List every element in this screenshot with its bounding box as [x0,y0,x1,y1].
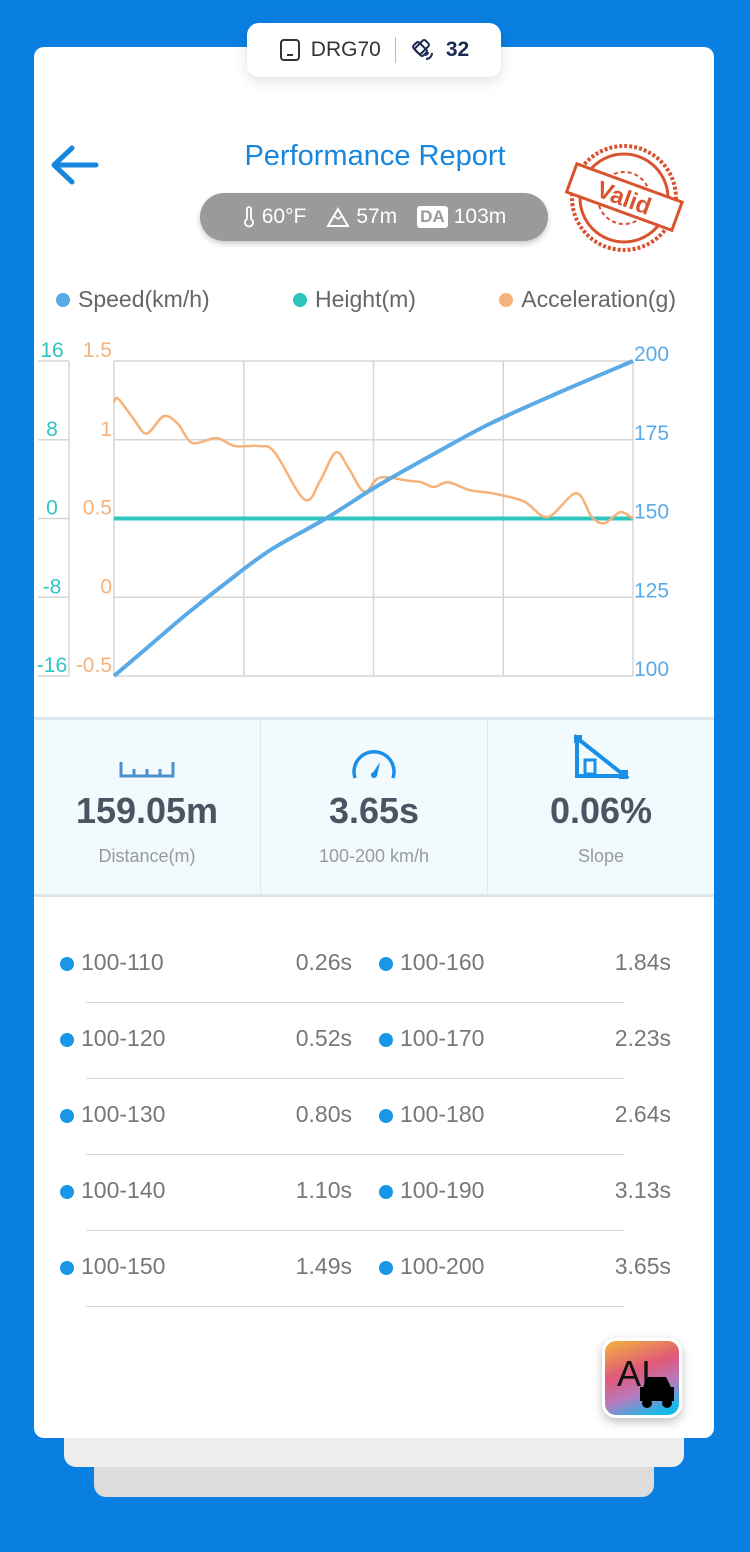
split-row: 100-110 0.26s 100-160 1.84s [0,941,750,981]
split-range: 100-110 [81,949,164,975]
mountain-icon [326,207,351,227]
series-acceleration-g-line [112,396,634,525]
split-range: 100-200 [400,1253,485,1279]
valid-stamp: Valid [564,144,685,252]
phone-icon [279,39,300,61]
split-range: 100-120 [81,1025,166,1051]
stat-slope: 0.06% Slope [488,720,714,894]
height-tick-label: -16 [37,654,67,677]
series-speed-km-h-line [112,359,634,678]
page-title: Performance Report [244,140,506,172]
distance-label: Distance(m) [98,846,196,866]
split-time: 0.80s [295,1101,352,1127]
row-divider [86,1306,624,1307]
speed-tick-label: 175 [634,422,669,445]
split-range: 100-170 [400,1025,485,1051]
satellite-icon [411,39,433,60]
acceleration-tick-label: -0.5 [76,654,112,677]
acceleration-tick-label: 0.5 [83,497,112,520]
bullet-icon [379,1109,393,1123]
height-tick-label: -8 [43,575,62,598]
device-pill[interactable]: DRG70 32 [247,23,501,77]
split-time: 1.84s [614,949,671,975]
device-name: DRG70 [310,38,381,61]
bullet-icon [60,1109,74,1123]
ai-assistant-button[interactable]: AI [602,1338,682,1418]
time-value: 3.65s [328,790,420,831]
split-time: 3.65s [614,1253,671,1279]
bullet-icon [60,1185,74,1199]
speed-tick-label: 150 [634,501,669,524]
split-time: 3.13s [614,1177,671,1203]
performance-chart: 16 1.5 200 8 1 175 0 0.5 150 -8 0 125 -16 -0.5 100 [37,339,669,681]
split-time: 0.52s [295,1025,352,1051]
legend-speed[interactable]: Speed(km/h) [56,286,210,313]
distance-value: 159.05m [75,790,219,831]
thermometer-icon [243,206,254,228]
stat-distance: 159.05m Distance(m) [34,720,261,894]
bullet-icon [60,1261,74,1275]
split-range: 100-150 [81,1253,166,1279]
bullet-icon [60,957,74,971]
legend-height[interactable]: Height(m) [293,286,416,313]
speed-tick-label: 100 [634,658,669,681]
split-row: 100-120 0.52s 100-170 2.23s [0,1017,750,1057]
split-row: 100-150 1.49s 100-200 3.65s [0,1245,750,1285]
density-altitude-badge: DA [417,206,448,228]
split-range: 100-180 [400,1101,485,1127]
time-label: 100-200 km/h [318,846,430,866]
slope-value: 0.06% [549,790,653,831]
row-divider [86,1230,624,1231]
bullet-icon [60,1033,74,1047]
row-divider [86,1002,624,1003]
chart-legend: Speed(km/h) Height(m) Acceleration(g) [56,286,676,313]
split-row: 100-140 1.10s 100-190 3.13s [0,1169,750,1209]
bullet-icon [379,1185,393,1199]
slope-label: Slope [577,846,625,866]
height-tick-label: 16 [40,339,63,362]
slope-icon [574,734,629,779]
split-time: 2.23s [614,1025,671,1051]
split-time: 0.26s [295,949,352,975]
ruler-icon [119,762,175,778]
split-range: 100-130 [81,1101,166,1127]
back-arrow-icon[interactable] [48,142,100,188]
split-range: 100-190 [400,1177,485,1203]
environment-pill: 60°F 57m DA 103m [200,193,548,241]
altitude: 57m [356,205,398,228]
temperature: 60°F [261,205,307,228]
acceleration-tick-label: 1.5 [83,339,112,362]
speed-tick-label: 200 [634,343,669,366]
acceleration-tick-label: 0 [100,575,112,598]
satellite-count: 32 [445,38,470,61]
bullet-icon [379,1033,393,1047]
bullet-icon [379,957,393,971]
acceleration-tick-label: 1 [100,418,112,441]
row-divider [86,1154,624,1155]
split-range: 100-140 [81,1177,166,1203]
row-divider [86,1078,624,1079]
speed-tick-label: 125 [634,579,669,602]
split-time: 1.10s [295,1177,352,1203]
stat-time: 3.65s 100-200 km/h [261,720,488,894]
height-tick-label: 0 [46,497,58,520]
bullet-icon [379,1261,393,1275]
split-range: 100-160 [400,949,485,975]
separator [394,37,396,63]
split-time: 1.49s [295,1253,352,1279]
split-time: 2.64s [614,1101,671,1127]
split-row: 100-130 0.80s 100-180 2.64s [0,1093,750,1133]
legend-acceleration[interactable]: Acceleration(g) [499,286,676,313]
speedometer-icon [352,750,396,779]
car-icon [640,1377,674,1408]
stats-panel: 159.05m Distance(m) 3.65s 100-200 km/h 0… [34,717,714,897]
density-altitude: 103m [453,205,507,228]
height-tick-label: 8 [46,418,58,441]
